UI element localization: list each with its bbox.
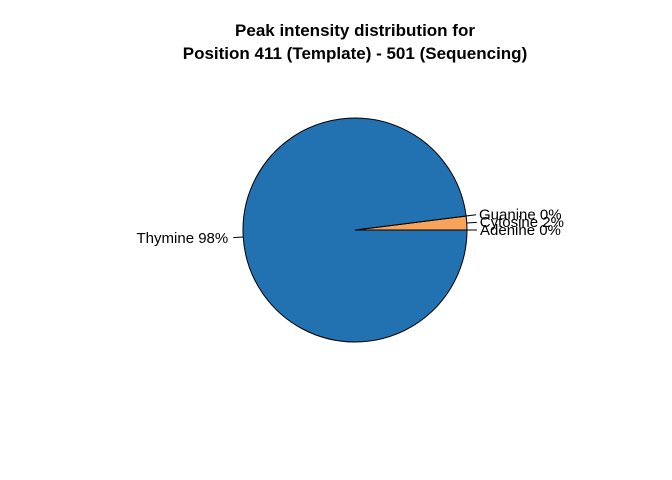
pie-slice-thymine <box>242 117 468 343</box>
slice-label-thymine: Thymine 98% <box>137 230 229 247</box>
label-tick-guanine <box>466 214 477 217</box>
label-tick-cytosine <box>466 221 477 224</box>
label-tick-thymine <box>233 236 244 239</box>
chart-title-line2: Position 411 (Template) - 501 (Sequencin… <box>183 44 527 63</box>
slice-label-adenine: Adenine 0% <box>480 222 561 239</box>
chart-title-line1: Peak intensity distribution for <box>235 21 475 40</box>
slice-label-guanine: Guanine 0% <box>479 206 562 223</box>
slice-label-cytosine: Cytosine 2% <box>480 214 564 231</box>
pie-slices <box>242 117 468 343</box>
pie-labels: Adenine 0%Cytosine 2%Guanine 0% Thymine 9… <box>137 206 564 246</box>
